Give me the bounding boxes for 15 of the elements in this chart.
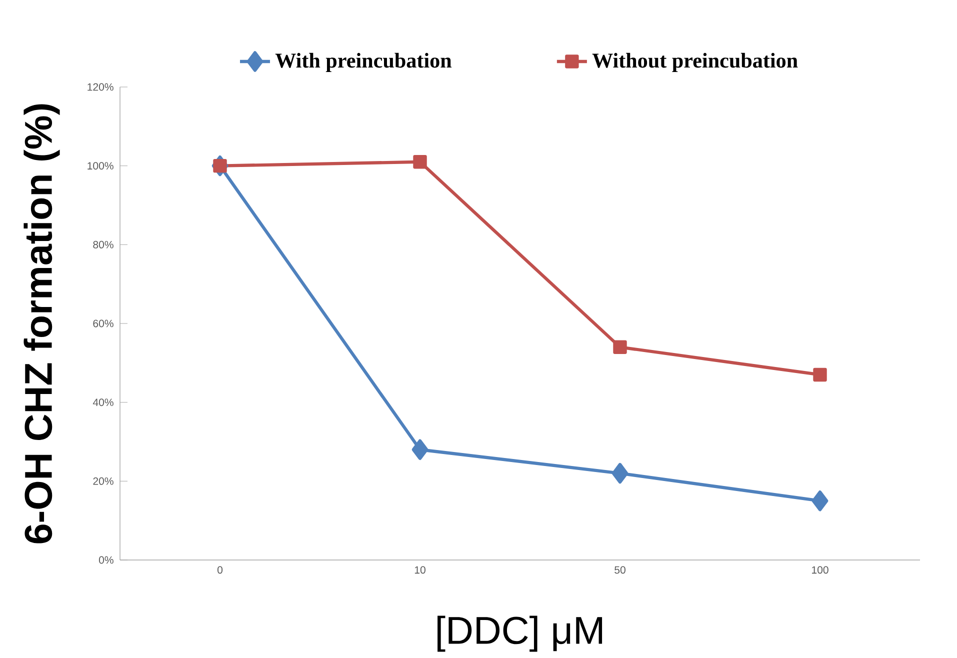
y-tick-label: 20% bbox=[93, 478, 114, 486]
x-tick-label: 50 bbox=[614, 566, 626, 574]
legend-label: With preincubation bbox=[275, 53, 452, 72]
x-tick-label: 0 bbox=[217, 566, 223, 574]
x-tick-label: 100 bbox=[812, 566, 828, 574]
x-axis-title: [DDC] μM bbox=[438, 616, 602, 652]
y-tick-label: 40% bbox=[92, 398, 114, 406]
y-tick-label: 100% bbox=[88, 162, 114, 170]
y-tick-label: 120% bbox=[88, 83, 114, 91]
y-tick-label: 80% bbox=[93, 241, 114, 249]
x-tick-label: 10 bbox=[414, 566, 426, 574]
y-axis-title: 6-OH CHZ formation (%) bbox=[24, 104, 60, 544]
legend-label: Without preincubation bbox=[592, 53, 798, 72]
y-tick-label: 0% bbox=[98, 556, 114, 564]
y-tick-label: 60% bbox=[93, 320, 114, 328]
